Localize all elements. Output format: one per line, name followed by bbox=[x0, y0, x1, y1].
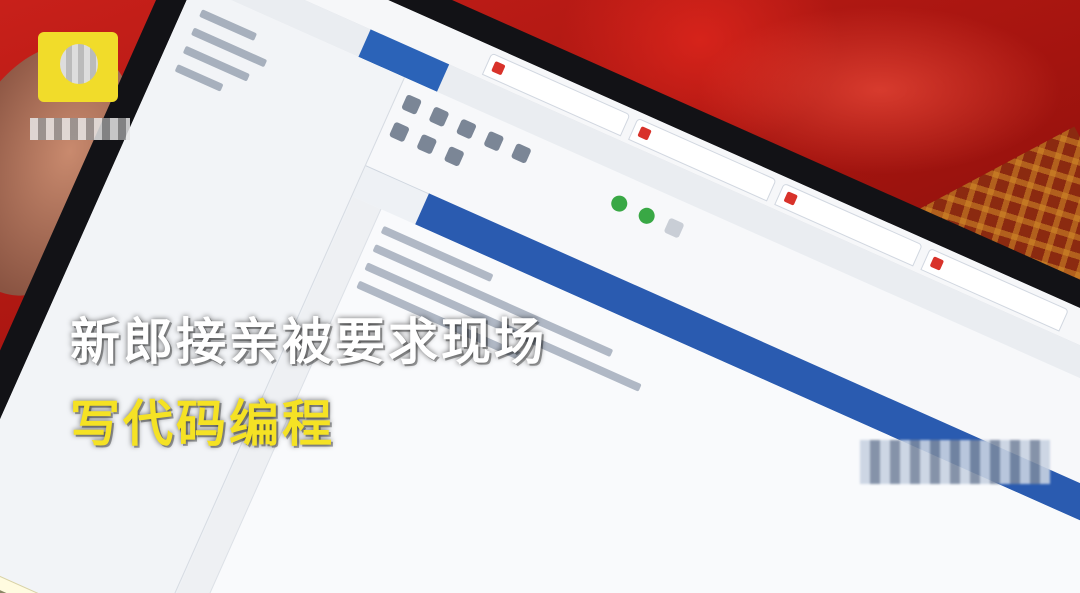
toolbar-icon[interactable] bbox=[483, 130, 505, 152]
toolbar-icon[interactable] bbox=[388, 121, 410, 143]
tab-favicon-icon bbox=[929, 256, 945, 271]
output-panel bbox=[0, 550, 154, 593]
toolbar-icon[interactable] bbox=[428, 106, 450, 128]
toolbar-icon[interactable] bbox=[401, 94, 423, 116]
output-line bbox=[0, 566, 29, 593]
blurred-source-text bbox=[30, 118, 130, 140]
tab-favicon-icon bbox=[783, 191, 798, 206]
tab-favicon-icon bbox=[637, 126, 652, 141]
toolbar-icon[interactable] bbox=[416, 133, 438, 155]
caption-line-2: 写代码编程 bbox=[70, 395, 335, 453]
blurred-watermark-icon bbox=[860, 440, 1050, 484]
toolbar-icon[interactable] bbox=[510, 142, 532, 164]
debug-icon[interactable] bbox=[636, 205, 658, 227]
stop-icon[interactable] bbox=[663, 217, 685, 239]
caption-line-1: 新郎接亲被要求现场 bbox=[70, 313, 547, 371]
toolbar-icon[interactable] bbox=[443, 145, 465, 167]
blurred-logo-mark-icon bbox=[60, 44, 98, 84]
toolbar-icon[interactable] bbox=[455, 118, 477, 140]
run-icon[interactable] bbox=[608, 193, 630, 215]
tab-favicon-icon bbox=[491, 60, 506, 76]
output-line bbox=[0, 580, 68, 593]
